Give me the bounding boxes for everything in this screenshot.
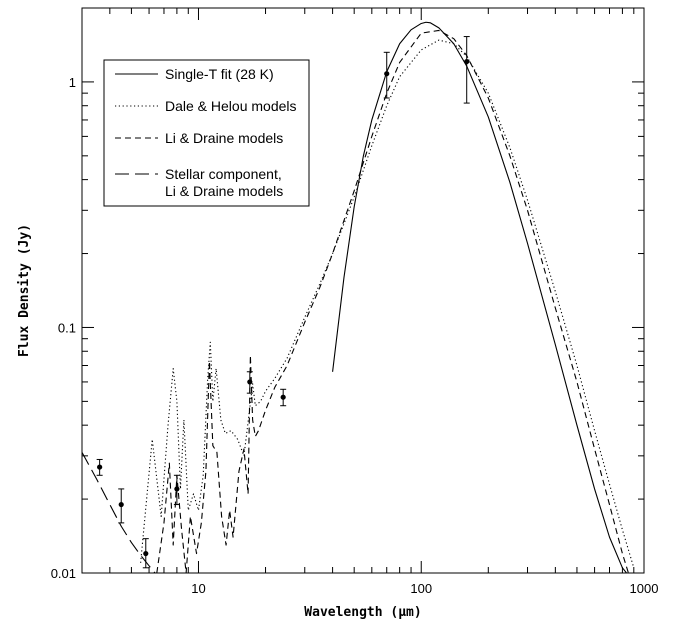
x-axis-title: Wavelength (μm): [304, 605, 421, 620]
y-axis-title: Flux Density (Jy): [17, 224, 32, 357]
plot-frame: [81, 7, 645, 574]
points-layer: [96, 36, 470, 569]
series-line-1: [332, 21, 628, 573]
data-point: [280, 394, 286, 400]
y-tick-label: 0.01: [51, 566, 76, 581]
data-point: [174, 486, 180, 492]
ticks-layer: [81, 7, 645, 574]
x-tick-label: 10: [191, 581, 205, 596]
legend-label-4: Stellar component, Li & Draine models: [165, 166, 283, 199]
x-tick-label: 100: [410, 581, 432, 596]
data-point: [97, 464, 103, 470]
legend-label-1: Single-T fit (28 K): [165, 66, 274, 82]
legend-box: [103, 59, 310, 207]
legend-label-3: Li & Draine models: [165, 130, 283, 146]
series-line-4: [82, 452, 156, 573]
legend-label-line: Li & Draine models: [165, 183, 283, 199]
curves-layer: [82, 21, 635, 573]
data-point: [384, 71, 390, 77]
data-point: [247, 379, 253, 385]
legend: Single-T fit (28 K) Dale & Helou models Li…: [103, 59, 310, 207]
series-line-3: [156, 29, 630, 573]
data-point: [118, 501, 124, 508]
data-point: [143, 550, 149, 557]
legend-label-2: Dale & Helou models: [165, 98, 297, 114]
y-tick-label: 0.1: [58, 320, 76, 335]
tick-labels-layer: 10 100 1000 0.01 0.1 1: [51, 75, 659, 596]
data-point: [464, 58, 470, 65]
y-tick-label: 1: [69, 75, 76, 90]
x-tick-label: 1000: [630, 581, 659, 596]
legend-label-line: Stellar component,: [165, 166, 282, 182]
